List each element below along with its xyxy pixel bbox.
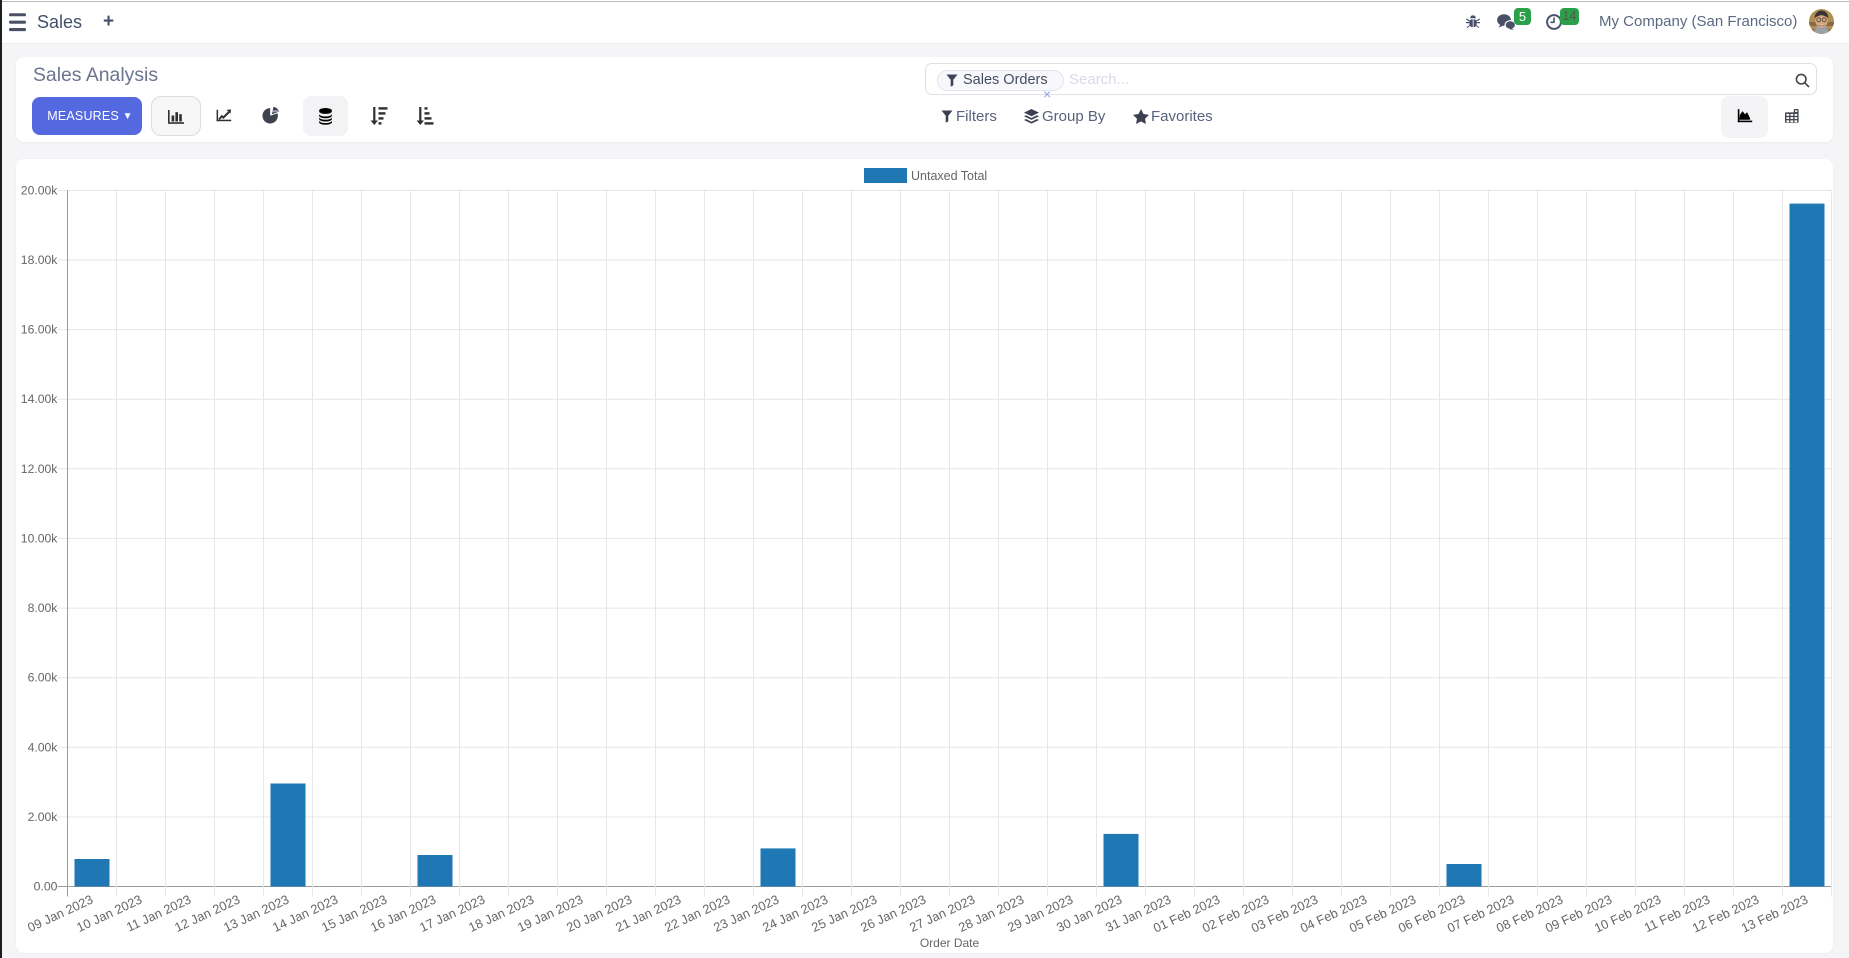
svg-text:Untaxed Total: Untaxed Total bbox=[911, 169, 987, 183]
svg-text:10.00k: 10.00k bbox=[21, 531, 58, 545]
svg-text:2.00k: 2.00k bbox=[28, 810, 59, 824]
svg-text:16.00k: 16.00k bbox=[21, 323, 58, 337]
svg-text:20.00k: 20.00k bbox=[21, 183, 58, 197]
svg-text:Order Date: Order Date bbox=[920, 936, 980, 950]
svg-text:14.00k: 14.00k bbox=[21, 392, 58, 406]
svg-text:0.00: 0.00 bbox=[34, 880, 58, 894]
svg-text:18.00k: 18.00k bbox=[21, 253, 58, 267]
svg-text:4.00k: 4.00k bbox=[28, 740, 59, 754]
svg-text:12.00k: 12.00k bbox=[21, 462, 58, 476]
svg-text:6.00k: 6.00k bbox=[28, 671, 59, 685]
svg-text:8.00k: 8.00k bbox=[28, 601, 59, 615]
